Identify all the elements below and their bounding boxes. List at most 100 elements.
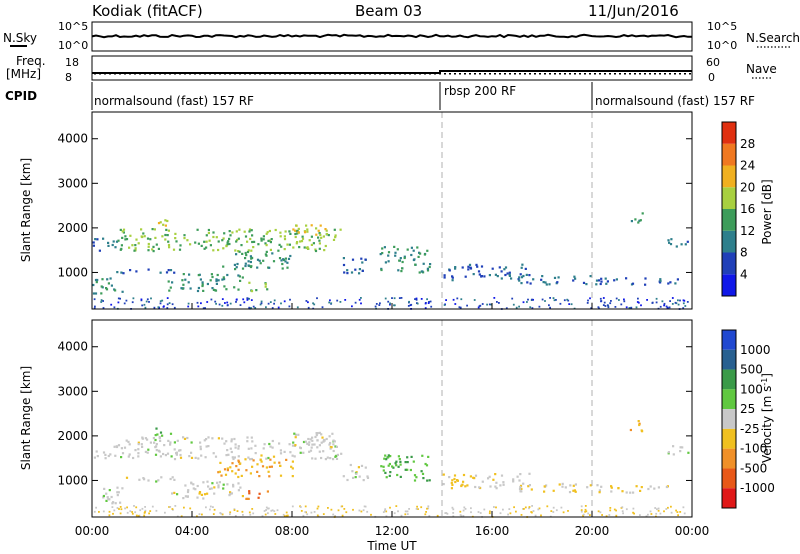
echo-cell [451, 279, 454, 282]
ground-scatter-cell [597, 510, 600, 513]
ground-scatter-cell [393, 512, 396, 515]
echo-cell [325, 229, 328, 232]
echo-cell [227, 453, 230, 456]
echo-cell [266, 490, 269, 493]
echo-cell [532, 278, 535, 281]
echo-cell [241, 276, 244, 279]
echo-cell [286, 261, 289, 264]
ground-scatter-cell [202, 307, 205, 310]
echo-cell [117, 444, 121, 447]
nave-dot [524, 73, 526, 75]
echo-cell [102, 496, 105, 499]
ground-scatter-cell [108, 510, 111, 513]
echo-cell [674, 282, 677, 285]
echo-cell [192, 487, 195, 490]
ground-scatter-cell [327, 507, 329, 509]
echo-cell [245, 497, 248, 500]
echo-cell [272, 455, 276, 458]
echo-cell [399, 463, 402, 466]
echo-cell [309, 449, 313, 452]
echo-cell [282, 258, 285, 261]
ground-scatter-cell [398, 297, 401, 299]
ground-scatter-cell [254, 307, 257, 309]
echo-cell [237, 447, 240, 450]
echo-cell [318, 444, 321, 447]
ground-scatter-cell [659, 512, 662, 515]
echo-cell [108, 489, 111, 492]
nave-dot [324, 73, 326, 75]
echo-cell [269, 445, 272, 448]
ground-scatter-cell [675, 302, 678, 305]
echo-cell [188, 273, 191, 276]
nave-dot [94, 73, 96, 75]
echo-cell [639, 219, 642, 222]
echo-cell [217, 279, 220, 282]
echo-cell [211, 482, 214, 485]
nave-dot [289, 73, 291, 75]
echo-cell [284, 260, 287, 263]
echo-cell [222, 276, 225, 279]
echo-cell [598, 279, 601, 282]
ground-scatter-cell [307, 306, 310, 309]
echo-cell [226, 243, 229, 246]
nave-dot [199, 73, 201, 75]
echo-cell [237, 445, 240, 448]
ground-scatter-cell [389, 303, 391, 306]
ground-scatter-cell [416, 302, 419, 305]
echo-cell [217, 240, 220, 243]
cpid-segment-3: normalsound (fast) 157 RF [595, 94, 755, 108]
echo-cell [222, 483, 225, 486]
echo-cell [659, 279, 662, 283]
echo-cell [223, 285, 226, 288]
echo-cell [519, 484, 523, 487]
ground-scatter-cell [316, 507, 319, 510]
ground-scatter-cell [360, 302, 362, 305]
ground-scatter-cell [622, 512, 624, 515]
ground-scatter-cell [149, 510, 152, 512]
echo-cell [351, 258, 355, 261]
echo-cell [292, 228, 295, 231]
beam-label: Beam 03 [355, 2, 422, 20]
ground-scatter-cell [580, 510, 583, 513]
ground-scatter-cell [360, 510, 363, 513]
echo-cell [428, 479, 431, 482]
echo-cell [667, 239, 670, 242]
ground-scatter-cell [329, 299, 331, 302]
echo-cell [304, 231, 307, 234]
ground-scatter-cell [473, 299, 476, 301]
ground-scatter-cell [218, 303, 221, 306]
echo-cell [287, 257, 291, 260]
echo-cell [114, 246, 117, 249]
echo-cell [387, 254, 390, 257]
echo-cell [392, 466, 395, 469]
echo-cell [502, 481, 505, 484]
echo-cell [420, 270, 423, 273]
echo-cell [422, 477, 425, 480]
echo-cell [279, 235, 282, 238]
echo-cell [184, 484, 187, 487]
ground-scatter-cell [477, 306, 480, 309]
echo-cell [307, 247, 310, 250]
echo-cell [464, 485, 467, 488]
echo-cell [167, 280, 170, 283]
echo-cell [212, 235, 215, 239]
echo-cell [227, 240, 230, 243]
nave-dot [584, 73, 586, 75]
echo-cell [135, 238, 138, 241]
echo-cell [354, 268, 357, 271]
echo-cell [310, 235, 313, 238]
echo-cell [317, 236, 320, 239]
echo-cell [238, 275, 241, 278]
ground-scatter-cell [316, 514, 319, 517]
echo-cell [448, 269, 451, 272]
ground-scatter-cell [159, 300, 162, 303]
echo-cell [92, 292, 96, 295]
ground-scatter-cell [302, 514, 305, 517]
ground-scatter-cell [444, 512, 447, 514]
echo-cell [271, 446, 274, 449]
echo-cell [413, 474, 417, 477]
echo-cell [397, 269, 400, 272]
ground-scatter-cell [341, 505, 344, 508]
echo-cell [288, 230, 291, 233]
echo-cell [147, 245, 150, 248]
